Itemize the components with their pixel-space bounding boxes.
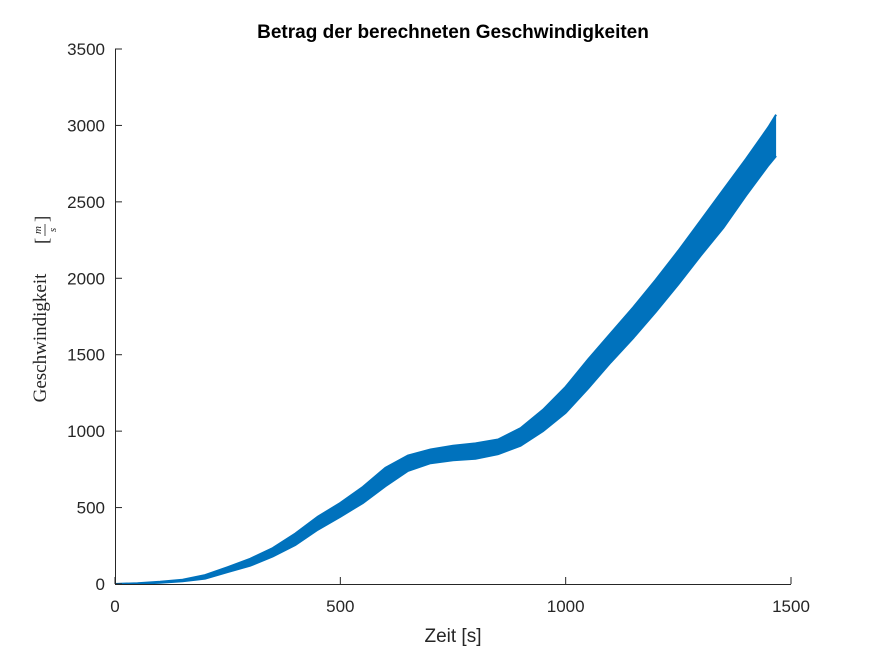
y-tick-label: 3000 [67, 116, 105, 135]
y-axis-label: Geschwindigkeit [30, 273, 51, 402]
y-tick-label: 3500 [67, 40, 105, 59]
x-tick-label: 500 [326, 597, 354, 616]
y-tick-label: 2000 [67, 269, 105, 288]
y-unit-bracket-right: ] [32, 216, 53, 222]
y-unit-bracket-left: [ [32, 238, 53, 244]
y-tick-label: 2500 [67, 193, 105, 212]
series-line-upper [114, 114, 777, 585]
y-tick-label: 1000 [67, 422, 105, 441]
series-line-lower [114, 155, 777, 585]
chart-title: Betrag der berechneten Geschwindigkeiten [257, 22, 649, 43]
y-unit-denominator: s [47, 228, 59, 232]
x-tick-label: 0 [110, 597, 119, 616]
y-axis-label-group: Geschwindigkeit [ m s ] [30, 216, 59, 403]
y-unit-numerator: m [32, 226, 44, 234]
plot-area [114, 114, 777, 585]
y-tick-label: 500 [77, 499, 105, 518]
series-band [115, 114, 777, 584]
x-tick-label: 1500 [772, 597, 810, 616]
x-tick-label: 1000 [547, 597, 585, 616]
y-axis-ticks: 0 500 1000 1500 2000 2500 3000 3500 [67, 40, 122, 594]
x-axis-label: Zeit [s] [424, 626, 481, 647]
x-axis-ticks: 0 500 1000 1500 [110, 577, 810, 616]
y-tick-label: 1500 [67, 346, 105, 365]
y-tick-label: 0 [96, 575, 105, 594]
